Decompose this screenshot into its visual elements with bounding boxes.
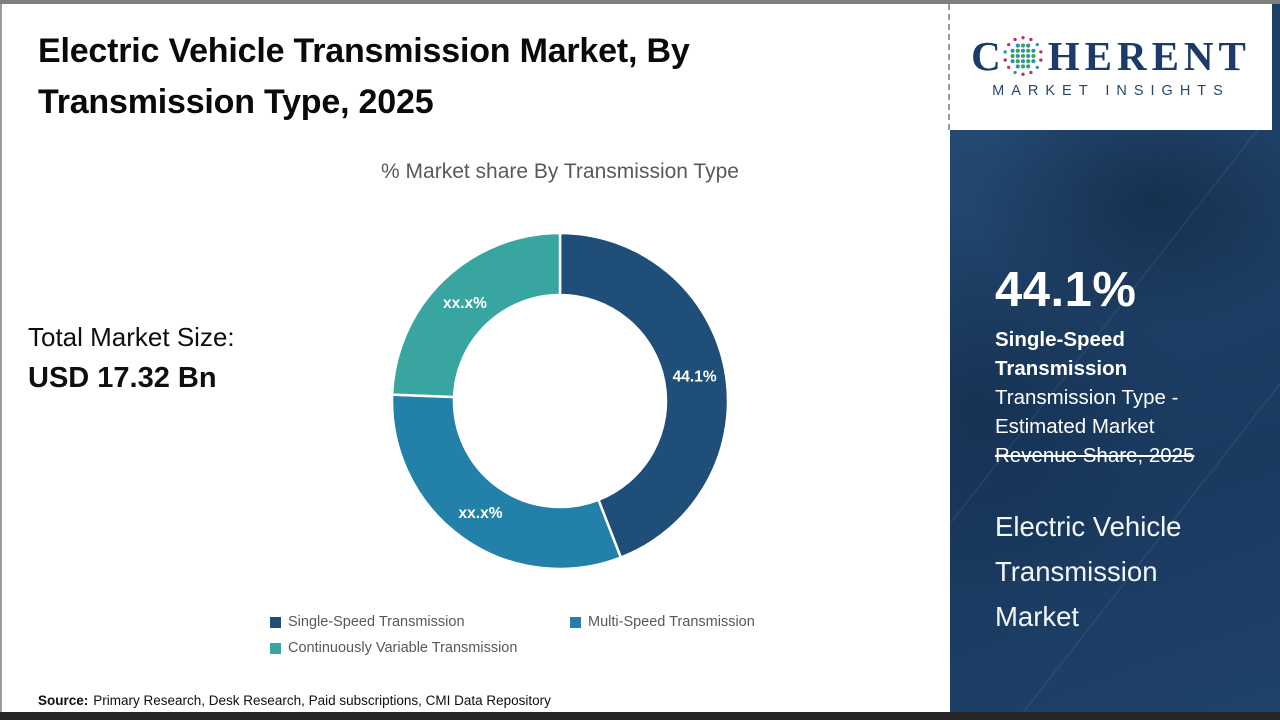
legend-item-1: Single-Speed Transmission — [270, 614, 570, 630]
logo-tagline: MARKET INSIGHTS — [992, 83, 1230, 99]
legend-item-2: Multi-Speed Transmission — [570, 614, 755, 630]
total-market-size-label: Total Market Size: — [28, 322, 235, 352]
donut-segment-label-3: xx.x% — [443, 295, 487, 312]
legend-swatch-icon — [570, 616, 581, 628]
sidebar-stat-description-struck: Revenue Share, 2025 — [995, 444, 1195, 468]
sidebar-stat-heading: Single-Speed Transmission — [995, 328, 1128, 381]
legend-label: Single-Speed Transmission — [288, 614, 465, 630]
logo-letter-c: C — [971, 32, 1001, 79]
total-market-size-block: Total Market Size: USD 17.32 Bn — [28, 322, 235, 395]
chart-legend: Single-Speed Transmission Multi-Speed Tra… — [270, 614, 755, 656]
legend-swatch-icon — [270, 616, 281, 628]
sidebar-stat-description: Transmission Type - Estimated Market — [995, 386, 1179, 439]
donut-segment-3 — [390, 231, 562, 399]
source-label: Source: — [38, 693, 89, 708]
legend-item-3: Continuously Variable Transmission — [270, 640, 570, 656]
donut-segment-label-2: xx.x% — [459, 505, 503, 522]
logo-wordmark: C HERENT — [971, 35, 1251, 77]
total-market-size-value: USD 17.32 Bn — [28, 362, 217, 394]
donut-segment-2 — [390, 393, 623, 571]
source-text: Primary Research, Desk Research, Paid su… — [93, 693, 551, 708]
right-edge-navy-strip — [1272, 0, 1280, 130]
chart-title: % Market share By Transmission Type — [381, 160, 739, 183]
legend-label: Continuously Variable Transmission — [288, 640, 518, 656]
logo-letters-rest: HERENT — [1047, 32, 1251, 79]
left-edge-line — [0, 4, 2, 712]
top-accent-bar — [0, 0, 1280, 4]
legend-swatch-icon — [270, 642, 281, 654]
bottom-accent-bar — [0, 712, 1280, 720]
sidebar-content: 44.1% Single-Speed Transmission Transmis… — [950, 130, 1280, 639]
donut-chart: 44.1% xx.x% xx.x% — [390, 231, 730, 571]
sidebar-stat-value: 44.1% — [995, 263, 1137, 317]
legend-label: Multi-Speed Transmission — [588, 614, 755, 630]
sidebar-market-name: Electric Vehicle Transmission Market — [995, 510, 1182, 632]
coherent-logo: C HERENT MARKET INSIGHTS — [950, 4, 1272, 130]
sidebar: 44.1% Single-Speed Transmission Transmis… — [950, 130, 1280, 712]
page-title: Electric Vehicle Transmission Market, By… — [38, 32, 690, 121]
logo-separator-dashed-line — [948, 4, 950, 130]
coherent-globe-icon — [1003, 36, 1043, 76]
donut-segment-1 — [558, 231, 730, 559]
source-note: Source: Primary Research, Desk Research, … — [38, 693, 551, 708]
donut-segment-label-1: 44.1% — [673, 368, 717, 385]
